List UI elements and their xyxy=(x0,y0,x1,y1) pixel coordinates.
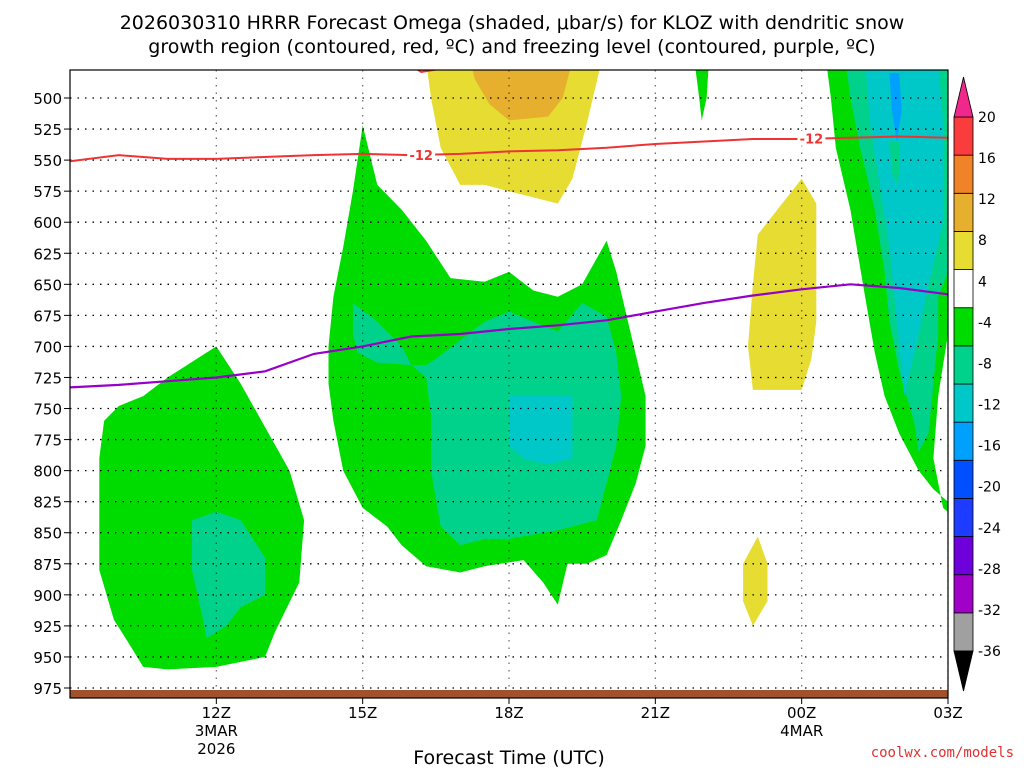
omega-region-green-spike-22z xyxy=(695,70,709,121)
terrain-fill xyxy=(70,690,948,698)
y-tick-label-775: 775 xyxy=(33,432,62,450)
y-tick-label-925: 925 xyxy=(33,618,62,636)
y-tick-label-675: 675 xyxy=(33,307,62,325)
colorbar-swatch--4 xyxy=(953,307,974,347)
colorbar-label--8: -8 xyxy=(978,356,992,372)
colorbar-label-16: 16 xyxy=(978,151,996,167)
y-tick-label-525: 525 xyxy=(33,121,62,139)
colorbar-swatch--32 xyxy=(953,574,974,614)
y-tick-label-950: 950 xyxy=(33,649,62,667)
x-axis-title: Forecast Time (UTC) xyxy=(413,747,604,768)
y-tick-label-750: 750 xyxy=(33,401,62,419)
x-date-label-3MAR: 3MAR xyxy=(195,722,238,740)
x-tick-label-00Z: 00Z xyxy=(787,704,816,722)
contours xyxy=(70,70,948,389)
dgz-contour-label-0: -12 xyxy=(409,149,433,164)
colorbar-swatch--28 xyxy=(953,536,974,576)
colorbar-label--12: -12 xyxy=(978,398,1001,414)
y-tick-label-975: 975 xyxy=(33,680,62,698)
y-tick-label-875: 875 xyxy=(33,556,62,574)
omega-region-green-cell-12z xyxy=(99,346,305,670)
colorbar-label--4: -4 xyxy=(978,315,992,331)
colorbar-swatch-12 xyxy=(953,192,974,232)
plot-area xyxy=(70,70,948,698)
colorbar-label-4: 4 xyxy=(978,274,987,290)
colorbar-label--32: -32 xyxy=(978,603,1001,619)
colorbar-label-20: 20 xyxy=(978,110,996,126)
y-tick-label-900: 900 xyxy=(33,587,62,605)
colorbar: 20 16 12 8 4 -4 -8 -12 -16 -20 -24 -28 -32 -36 xyxy=(953,76,1001,692)
terrain xyxy=(70,690,948,698)
y-tick-label-500: 500 xyxy=(33,90,62,108)
chart-title-line-1: 2026030310 HRRR Forecast Omega (shaded, … xyxy=(120,12,905,34)
colorbar-swatch-16 xyxy=(953,154,974,194)
y-tick-label-725: 725 xyxy=(33,369,62,387)
colorbar-swatch--24 xyxy=(953,498,974,537)
y-tick-label-625: 625 xyxy=(33,245,62,263)
x-tick-label-18Z: 18Z xyxy=(494,704,523,722)
credit-text: coolwx.com/models xyxy=(871,745,1014,761)
colorbar-bottom-arrow xyxy=(953,650,974,692)
omega-region-teal-cell-15z-18z xyxy=(352,302,622,546)
contour-labels: -12 -12 xyxy=(407,130,826,164)
colorbar-swatch--16 xyxy=(953,421,974,461)
y-tick-label-575: 575 xyxy=(33,183,62,201)
colorbar-label--16: -16 xyxy=(978,439,1001,455)
colorbar-swatch-4 xyxy=(953,269,974,309)
omega-region-teal-spike-02z xyxy=(889,141,900,185)
colorbar-label--24: -24 xyxy=(978,521,1001,537)
x-tick-label-12Z: 12Z xyxy=(202,704,231,722)
colorbar-swatch--20 xyxy=(953,459,974,499)
y-tick-label-800: 800 xyxy=(33,463,62,481)
x-tick-label-03Z: 03Z xyxy=(933,704,962,722)
y-tick-label-550: 550 xyxy=(33,152,62,170)
colorbar-label--36: -36 xyxy=(978,644,1001,660)
colorbar-swatch-20 xyxy=(953,116,974,156)
omega-region-yellow-cell-2330z xyxy=(748,178,817,390)
freezing-level-line xyxy=(70,283,948,389)
omega-shading xyxy=(99,70,948,670)
y-axis: 500 525 550 575 600 625 650 675 700 725 750 775 800 8… xyxy=(33,90,70,698)
chart-title-line-2: growth region (contoured, red, ºC) and f… xyxy=(148,36,875,58)
omega-region-cyan-cell-02z xyxy=(865,70,944,397)
y-tick-label-600: 600 xyxy=(33,214,62,232)
x-date-label-4MAR: 4MAR xyxy=(780,722,823,740)
x-year-label-2026: 2026 xyxy=(197,740,235,758)
dgz-label-bg-0 xyxy=(407,146,436,162)
y-tick-label-850: 850 xyxy=(33,525,62,543)
colorbar-label--28: -28 xyxy=(978,562,1001,578)
dgz-label-bg-1 xyxy=(797,130,826,146)
y-tick-label-825: 825 xyxy=(33,494,62,512)
omega-region-teal-cell-12z xyxy=(191,511,266,639)
colorbar-swatch--36 xyxy=(953,612,974,652)
colorbar-top-arrow xyxy=(953,76,974,118)
colorbar-swatch-8 xyxy=(953,231,974,270)
omega-region-yellow-cell-23z-low xyxy=(743,536,768,626)
colorbar-swatch--12 xyxy=(953,383,974,423)
omega-region-blue-core-02z xyxy=(889,73,902,142)
x-tick-label-15Z: 15Z xyxy=(348,704,377,722)
dgz-contour-label-1: -12 xyxy=(800,133,824,148)
x-tick-label-21Z: 21Z xyxy=(641,704,670,722)
omega-region-cyan-core-18z xyxy=(509,396,573,465)
y-tick-label-650: 650 xyxy=(33,276,62,294)
colorbar-label--20: -20 xyxy=(978,480,1001,496)
y-tick-label-700: 700 xyxy=(33,338,62,356)
dgz-contour-lower xyxy=(70,135,948,163)
colorbar-swatch--8 xyxy=(953,345,974,385)
colorbar-label-8: 8 xyxy=(978,233,987,249)
colorbar-label-12: 12 xyxy=(978,192,996,208)
omega-region-orange-cell-17z-18z xyxy=(472,70,570,121)
